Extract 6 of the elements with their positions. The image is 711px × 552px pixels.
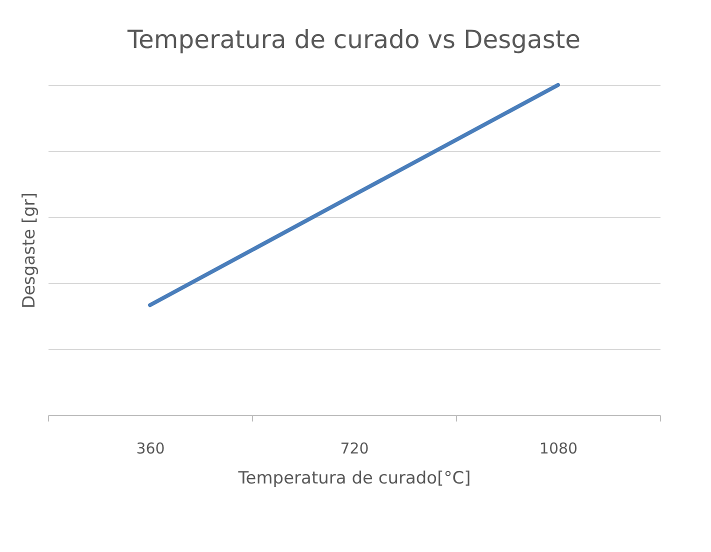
x-tick-label: 1080 xyxy=(539,440,578,458)
x-axis-title: Temperatura de curado[°C] xyxy=(237,468,471,488)
x-tick-label: 720 xyxy=(340,440,369,458)
x-tick-label: 360 xyxy=(136,440,165,458)
chart-title: Temperatura de curado vs Desgaste xyxy=(126,25,581,54)
y-axis-title: Desgaste [gr] xyxy=(20,192,40,309)
